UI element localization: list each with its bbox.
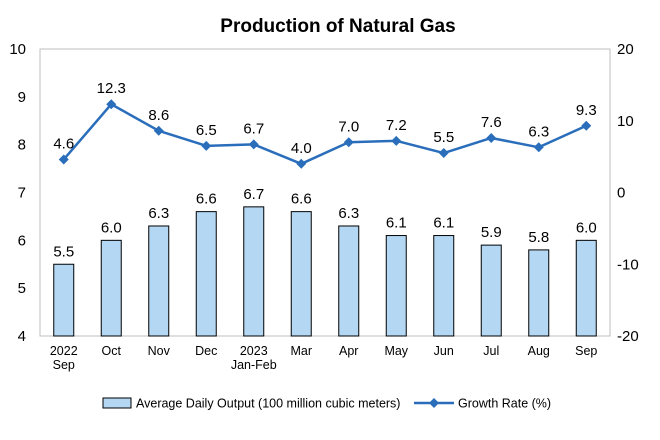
bar-series — [53, 206, 597, 337]
line-value-label: 9.3 — [576, 102, 597, 119]
bar-value-label: 5.5 — [53, 243, 74, 260]
bar-value-label: 5.9 — [481, 224, 502, 241]
right-tick-label: -10 — [617, 256, 639, 273]
right-tick-label: -20 — [617, 328, 639, 345]
line-point — [391, 135, 402, 146]
bar-value-label: 6.6 — [291, 191, 312, 208]
left-tick-label: 5 — [18, 280, 26, 297]
line-point — [486, 132, 497, 143]
bar-value-label: 6.6 — [196, 191, 217, 208]
line-point — [343, 137, 354, 148]
bar — [385, 235, 407, 337]
line-point — [153, 125, 164, 136]
line-value-label: 12.3 — [97, 80, 126, 97]
category-label: Mar — [290, 344, 312, 358]
category-label: Oct — [102, 344, 122, 358]
line-data-labels: 4.6 12.3 8.6 6.5 6.7 4.0 7.0 7.2 5.5 7.6 6.3 9.3 — [53, 80, 596, 157]
category-label: Sep — [53, 358, 75, 372]
line-series — [58, 99, 592, 169]
category-label: 2022 — [50, 344, 78, 358]
legend-bar-label: Average Daily Output (100 million cubic … — [136, 397, 400, 411]
bar — [53, 263, 75, 337]
line-point — [296, 158, 307, 169]
category-label: 2023 — [240, 344, 268, 358]
line-value-label: 6.5 — [196, 122, 217, 139]
bar-value-label: 6.1 — [386, 215, 407, 232]
category-label: Apr — [339, 344, 358, 358]
bar-value-label: 6.7 — [243, 186, 264, 203]
left-tick-label: 9 — [18, 89, 26, 106]
line-point — [58, 154, 69, 165]
bar — [148, 225, 170, 337]
line-point — [201, 140, 212, 151]
growth-rate-line — [62, 102, 587, 166]
line-point — [438, 148, 449, 159]
line-value-label: 6.7 — [243, 120, 264, 137]
right-axis: -20 -10 0 10 20 — [617, 41, 639, 345]
bar-value-label: 5.8 — [528, 229, 549, 246]
bar — [100, 239, 122, 337]
category-label: Sep — [575, 344, 597, 358]
line-value-label: 7.0 — [338, 118, 359, 135]
line-value-label: 6.3 — [528, 123, 549, 140]
plot-area — [39, 48, 611, 337]
bar-value-label: 6.0 — [101, 219, 122, 236]
right-tick-label: 10 — [617, 113, 634, 130]
line-point — [533, 142, 544, 153]
line-value-label: 7.6 — [481, 114, 502, 131]
category-label: Dec — [195, 344, 217, 358]
bar — [433, 235, 455, 337]
category-label: Jul — [483, 344, 499, 358]
category-label: Nov — [148, 344, 171, 358]
bar-value-label: 6.0 — [576, 219, 597, 236]
bar — [528, 249, 550, 337]
right-tick-label: 20 — [617, 41, 634, 58]
category-label: Jun — [434, 344, 454, 358]
left-tick-label: 6 — [18, 232, 26, 249]
category-label: Aug — [528, 344, 550, 358]
line-point — [248, 139, 259, 150]
legend-bar-swatch — [102, 397, 132, 409]
line-value-label: 5.5 — [433, 129, 454, 146]
line-value-label: 8.6 — [148, 107, 169, 124]
bar — [195, 211, 217, 337]
bar-value-label: 6.1 — [433, 215, 454, 232]
bar-data-labels: 5.5 6.0 6.3 6.6 6.7 6.6 6.3 6.1 6.1 5.9 5.8 6.0 — [53, 186, 596, 260]
left-tick-label: 4 — [18, 328, 26, 345]
left-tick-label: 10 — [9, 41, 26, 58]
line-value-label: 4.0 — [291, 140, 312, 157]
left-axis: 4 5 6 7 8 9 10 — [9, 41, 26, 345]
bar — [480, 244, 502, 337]
left-tick-label: 8 — [18, 137, 26, 154]
bar-value-label: 6.3 — [148, 205, 169, 222]
bar — [575, 239, 597, 337]
chart-title: Production of Natural Gas — [220, 16, 455, 37]
bar — [290, 211, 312, 337]
category-label: May — [384, 344, 408, 358]
category-label: Jan-Feb — [231, 358, 277, 372]
legend-line-label: Growth Rate (%) — [458, 397, 551, 411]
legend-diamond-icon — [429, 398, 439, 408]
bar — [338, 225, 360, 337]
line-value-label: 4.6 — [53, 135, 74, 152]
legend: Average Daily Output (100 million cubic … — [102, 397, 551, 411]
line-value-label: 7.2 — [386, 117, 407, 134]
line-point — [106, 99, 117, 110]
line-point — [581, 120, 592, 131]
right-tick-label: 0 — [617, 185, 625, 202]
bar — [243, 206, 265, 337]
bar-value-label: 6.3 — [338, 205, 359, 222]
left-tick-label: 7 — [18, 185, 26, 202]
